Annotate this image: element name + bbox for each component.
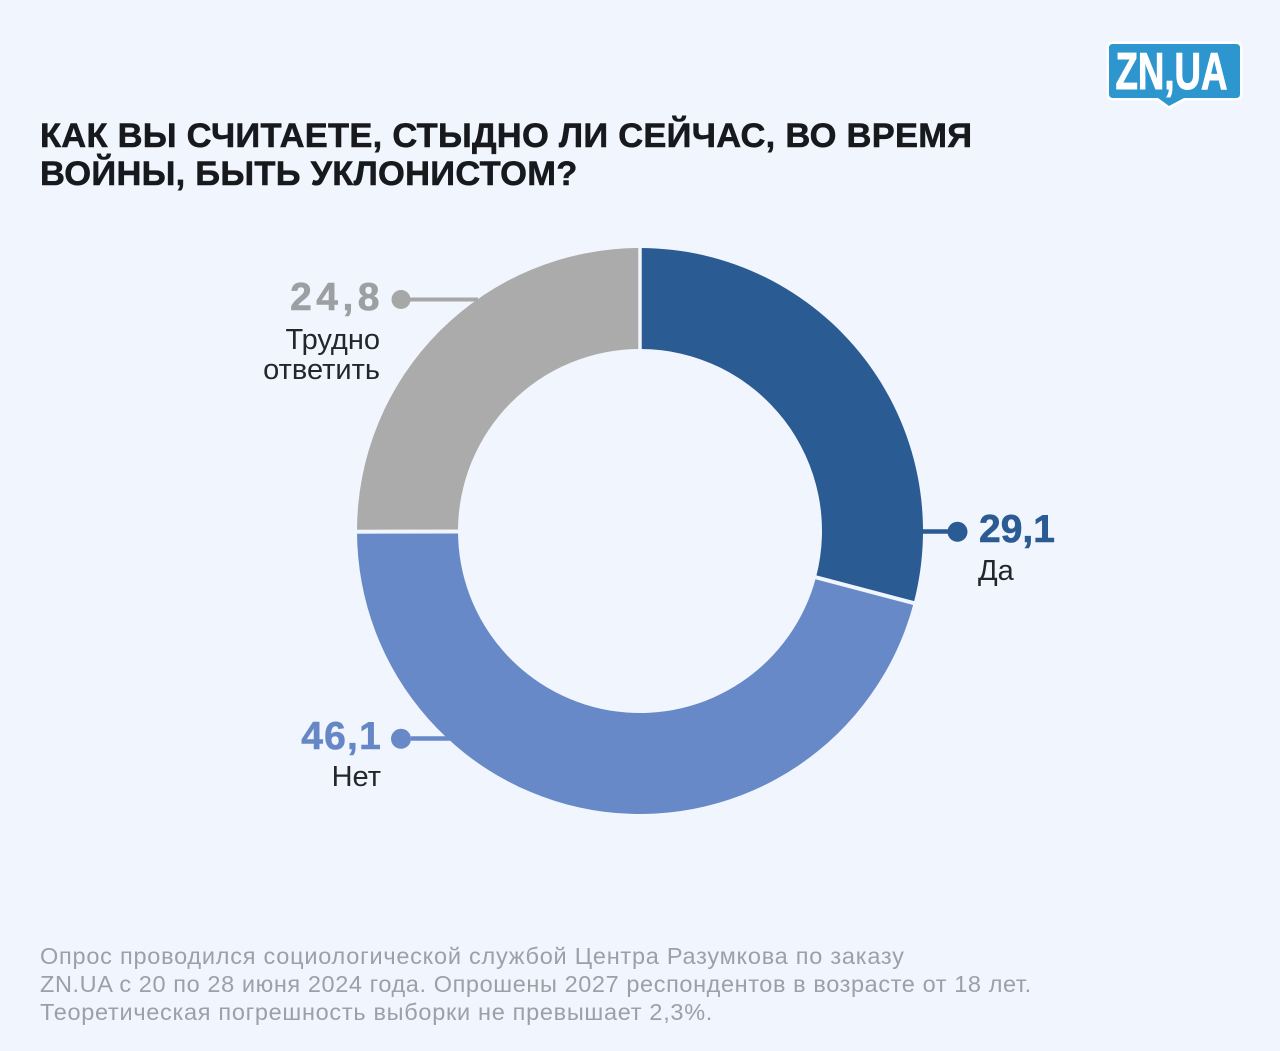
svg-text:ZN,UA: ZN,UA (1116, 43, 1228, 101)
